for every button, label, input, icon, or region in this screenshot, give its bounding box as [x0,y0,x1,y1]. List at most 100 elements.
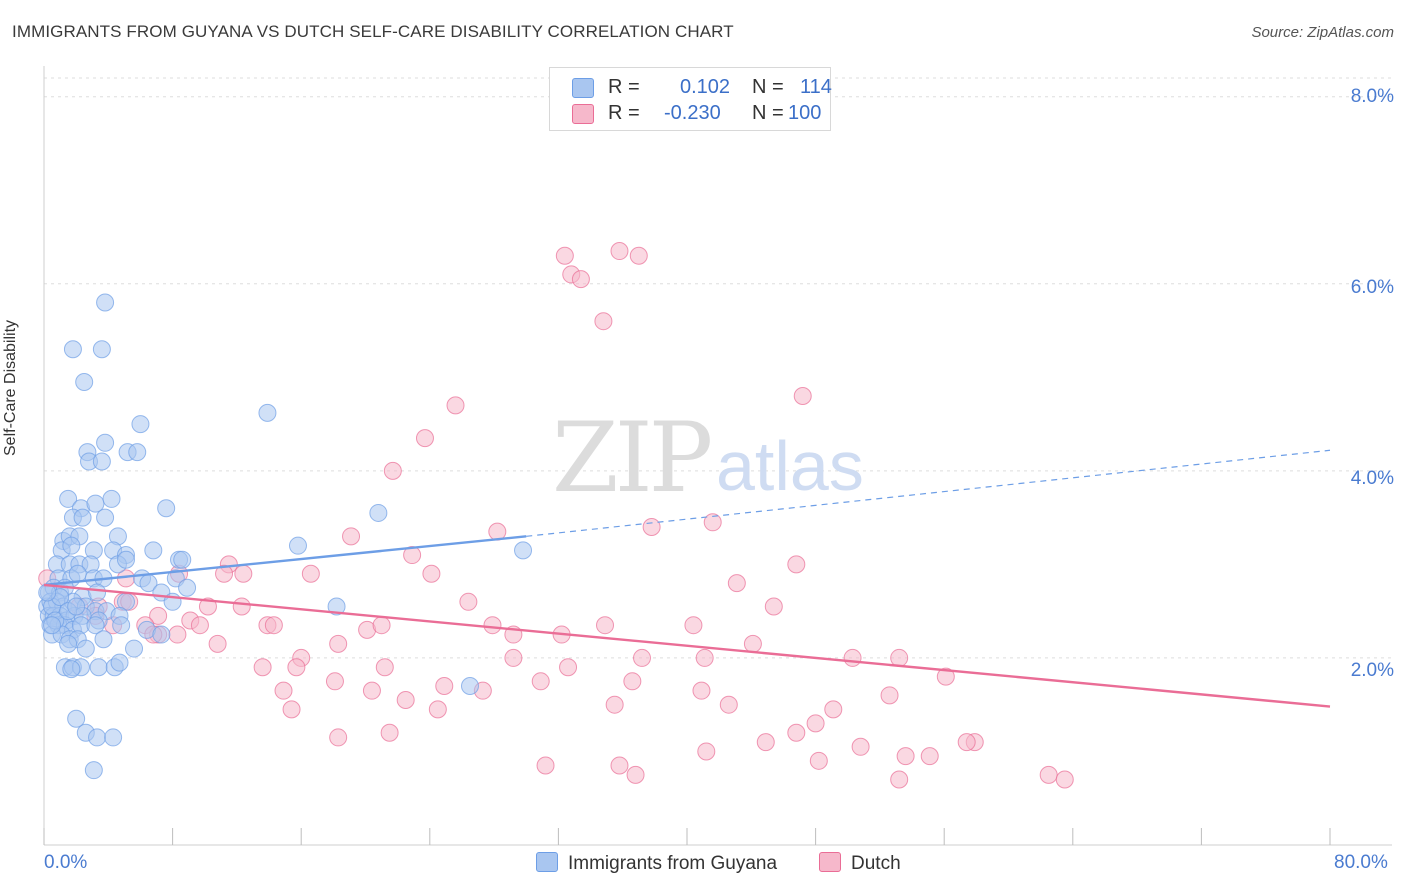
legend-swatch-guyana [572,78,594,98]
legend-n-value: 114 [800,76,832,98]
data-point [536,756,555,775]
data-point [325,672,344,691]
data-point [642,517,661,536]
data-point [369,503,388,522]
data-point [787,723,806,742]
data-point [131,415,150,434]
data-point [68,564,87,583]
data-point [178,578,197,597]
data-point [555,246,574,265]
data-point [144,541,163,560]
watermark-atlas: atlas [716,427,864,505]
data-point [514,541,533,560]
data-point [719,695,738,714]
data-point [793,387,812,406]
legend-swatch-dutch [819,852,841,872]
data-point [594,312,613,331]
data-point [76,639,95,658]
data-point [383,461,402,480]
data-point [116,550,135,569]
data-point [86,616,105,635]
data-point [936,667,955,686]
data-point [253,658,272,677]
data-point [695,648,714,667]
data-point [110,653,129,672]
trend-lines [43,449,1331,708]
data-point [422,564,441,583]
data-point [88,583,107,602]
data-point [234,564,253,583]
data-point [173,550,192,569]
correlation-legend: R = 0.102 N = 114 R = -0.230 N = 100 [549,67,832,131]
data-point [190,616,209,635]
data-point [632,648,651,667]
data-point [168,625,187,644]
data-point [824,700,843,719]
data-point [596,616,615,635]
data-point [372,616,391,635]
data-point [896,747,915,766]
data-point [67,597,86,616]
data-point [342,527,361,546]
legend-r-value: 0.102 [680,76,731,98]
data-point [301,564,320,583]
source-label: Source: ZipAtlas.com [1251,24,1394,41]
data-point [880,686,899,705]
data-point [96,293,115,312]
data-point [43,616,62,635]
data-point [703,513,722,532]
legend-n-label: N = [752,76,784,98]
data-point [92,340,111,359]
data-point [63,340,82,359]
data-point [890,648,909,667]
data-point [152,625,171,644]
data-point [623,672,642,691]
trend-line-guyana [43,535,527,587]
data-point [403,546,422,565]
data-point [483,616,502,635]
data-point [460,676,479,695]
data-point [362,681,381,700]
data-point [96,433,115,452]
legend-swatch-guyana [536,852,558,872]
data-point [59,489,78,508]
data-point [692,681,711,700]
y-axis-label: Self-Care Disability [2,319,19,456]
legend-label-guyana: Immigrants from Guyana [568,853,778,874]
data-point [258,403,277,422]
data-point [282,700,301,719]
data-point [375,658,394,677]
data-point [75,372,94,391]
data-point [890,770,909,789]
bottom-legend-guyana: Immigrants from Guyana [536,852,777,875]
y-tick-label: 4.0% [1350,468,1394,489]
data-point [626,765,645,784]
data-point [920,747,939,766]
data-point [94,630,113,649]
data-point [1055,770,1074,789]
data-point [89,658,108,677]
data-point [610,242,629,261]
series-dutch [38,242,1074,789]
data-point [428,700,447,719]
legend-n-value: 100 [788,102,822,124]
data-point [59,634,78,653]
data-point [764,597,783,616]
data-point [112,616,131,635]
data-point [809,751,828,770]
data-point [128,443,147,462]
trend-extension-guyana [526,449,1331,537]
data-point [67,709,86,728]
data-point [610,756,629,775]
data-point [88,728,107,747]
data-point [287,658,306,677]
x-tick-label-max: 80.0% [1334,852,1388,873]
data-point [697,742,716,761]
bottom-legend-dutch: Dutch [819,852,901,875]
data-point [1039,765,1058,784]
data-point [396,691,415,710]
data-point [232,597,251,616]
x-tick-label-min: 0.0% [44,852,88,873]
data-point [435,676,454,695]
data-points [38,242,1074,789]
